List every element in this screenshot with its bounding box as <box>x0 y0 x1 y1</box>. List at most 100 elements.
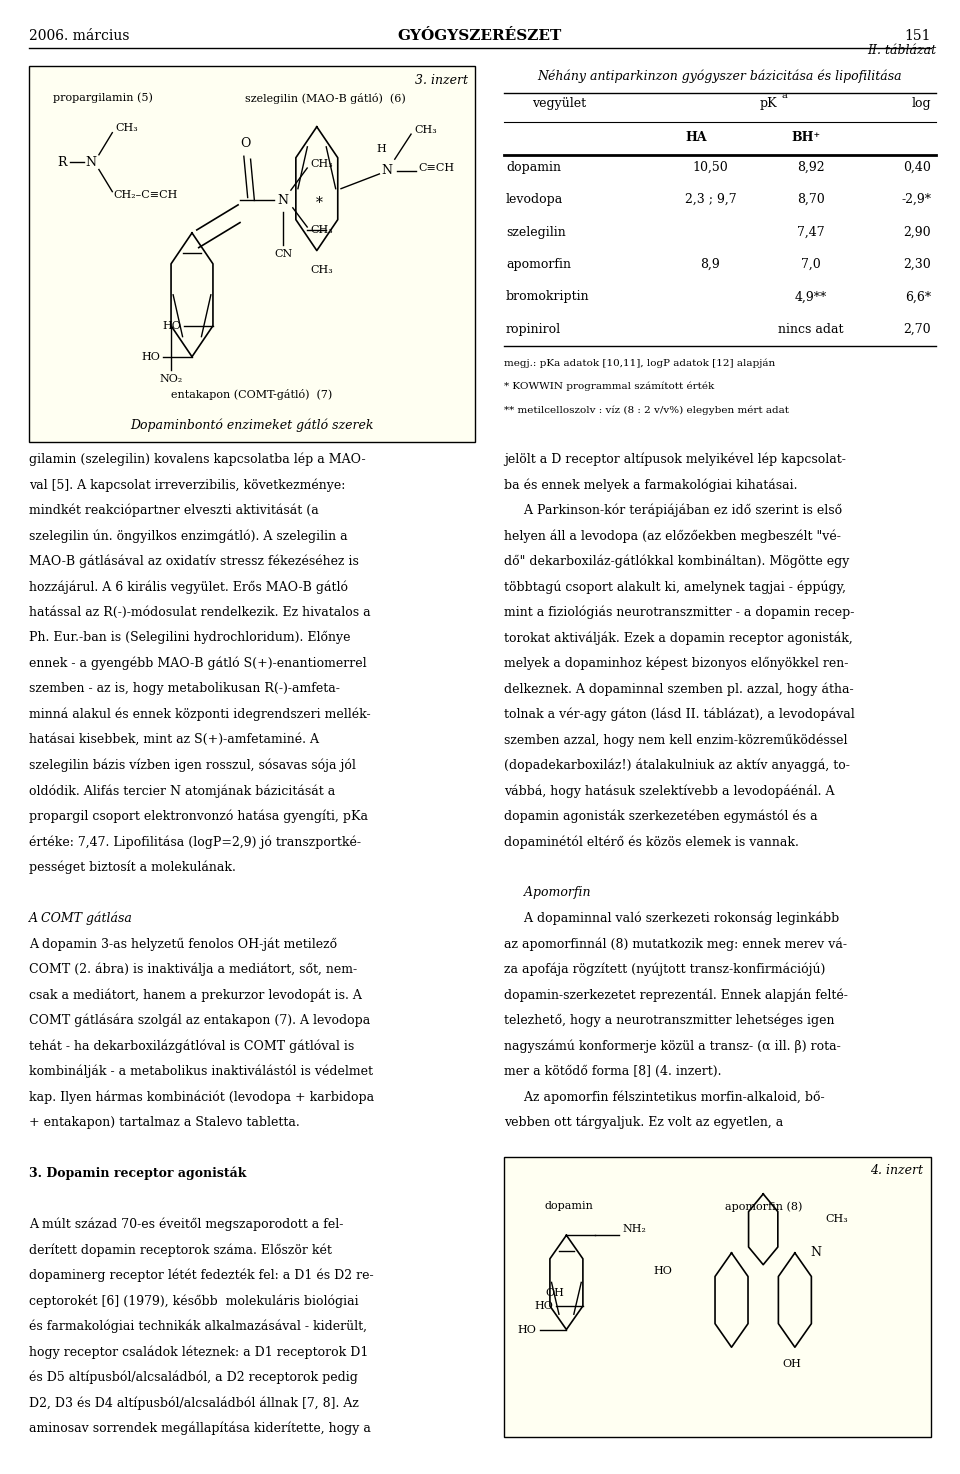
Text: NH₂: NH₂ <box>622 1225 646 1234</box>
Text: szemben - az is, hogy metabolikusan R(-)-amfeta-: szemben - az is, hogy metabolikusan R(-)… <box>29 682 340 696</box>
Text: 6,6*: 6,6* <box>905 290 931 304</box>
Text: 7,47: 7,47 <box>798 226 825 239</box>
Text: C≡CH: C≡CH <box>419 164 455 172</box>
Text: telezhető, hogy a neurotranszmitter lehetséges igen: telezhető, hogy a neurotranszmitter lehe… <box>504 1014 834 1027</box>
Text: 8,70: 8,70 <box>798 193 825 206</box>
Text: Dopaminbontó enzimeket gátló szerek: Dopaminbontó enzimeket gátló szerek <box>131 419 373 432</box>
Text: levodopa: levodopa <box>506 193 564 206</box>
Text: ceptorokét [6] (1979), később  molekuláris biológiai: ceptorokét [6] (1979), később molekulári… <box>29 1294 358 1307</box>
Text: mint a fiziológiás neurotranszmitter - a dopamin recep-: mint a fiziológiás neurotranszmitter - a… <box>504 606 854 619</box>
Text: ** metilcelloszolv : víz (8 : 2 v/v%) elegyben mért adat: ** metilcelloszolv : víz (8 : 2 v/v%) el… <box>504 405 789 414</box>
Text: megj.: pKa adatok [10,11], logP adatok [12] alapján: megj.: pKa adatok [10,11], logP adatok [… <box>504 358 776 367</box>
Text: 2,30: 2,30 <box>903 258 931 271</box>
Text: HO: HO <box>653 1266 672 1275</box>
Text: BH⁺: BH⁺ <box>792 131 821 144</box>
Text: CH₃: CH₃ <box>310 226 333 234</box>
Text: dopaminétól eltérő és közös elemek is vannak.: dopaminétól eltérő és közös elemek is va… <box>504 834 799 849</box>
Text: A dopamin 3-as helyzetű fenolos OH-ját metilező: A dopamin 3-as helyzetű fenolos OH-ját m… <box>29 937 337 951</box>
Text: apomorfin: apomorfin <box>506 258 571 271</box>
Text: D2, D3 és D4 altípusból/alcsaládból állnak [7, 8]. Az: D2, D3 és D4 altípusból/alcsaládból álln… <box>29 1396 359 1409</box>
Text: OH: OH <box>545 1288 564 1299</box>
Text: Néhány antiparkinzon gyógyszer bázicitása és lipofilitása: Néhány antiparkinzon gyógyszer bázicitás… <box>538 69 902 83</box>
Text: nagyszámú konformerje közül a transz- (α ill. β) rota-: nagyszámú konformerje közül a transz- (α… <box>504 1039 841 1052</box>
Text: N: N <box>381 165 393 177</box>
Text: NO₂: NO₂ <box>159 374 182 385</box>
Text: dő" dekarboxiláz-gátlókkal kombináltan). Mögötte egy: dő" dekarboxiláz-gátlókkal kombináltan).… <box>504 554 850 567</box>
Text: -2,9*: -2,9* <box>901 193 931 206</box>
Text: II. táblázat: II. táblázat <box>867 44 936 57</box>
Text: vegyület: vegyület <box>532 97 586 111</box>
Text: OH: OH <box>782 1359 802 1369</box>
Text: és D5 altípusból/alcsaládból, a D2 receptorok pedig: és D5 altípusból/alcsaládból, a D2 recep… <box>29 1371 358 1384</box>
Text: kap. Ilyen hármas kombinációt (levodopa + karbidopa: kap. Ilyen hármas kombinációt (levodopa … <box>29 1091 374 1104</box>
Text: 7,0: 7,0 <box>802 258 821 271</box>
Text: MAO-B gátlásával az oxidatív stressz fékezéséhez is: MAO-B gátlásával az oxidatív stressz fék… <box>29 554 359 567</box>
Text: csak a mediátort, hanem a prekurzor levodopát is. A: csak a mediátort, hanem a prekurzor levo… <box>29 988 362 1001</box>
Text: 4. inzert: 4. inzert <box>871 1164 924 1178</box>
Text: ba és ennek melyek a farmakológiai kihatásai.: ba és ennek melyek a farmakológiai kihat… <box>504 478 798 491</box>
Text: 2,3 ; 9,7: 2,3 ; 9,7 <box>684 193 736 206</box>
Text: bromokriptin: bromokriptin <box>506 290 589 304</box>
Text: COMT (2. ábra) is inaktiválja a mediátort, sőt, nem-: COMT (2. ábra) is inaktiválja a mediátor… <box>29 963 357 976</box>
Text: ennek - a gyengébb MAO-B gátló S(+)-enantiomerrel: ennek - a gyengébb MAO-B gátló S(+)-enan… <box>29 656 367 671</box>
Text: 4,9**: 4,9** <box>795 290 828 304</box>
Text: hatással az R(-)-módosulat rendelkezik. Ez hivatalos a: hatással az R(-)-módosulat rendelkezik. … <box>29 606 371 619</box>
Text: A dopaminnal való szerkezeti rokonság leginkább: A dopaminnal való szerkezeti rokonság le… <box>504 911 839 926</box>
Text: értéke: 7,47. Lipofilitása (logP=2,9) jó transzportké-: értéke: 7,47. Lipofilitása (logP=2,9) jó… <box>29 834 361 849</box>
Text: HA: HA <box>685 131 707 144</box>
Text: mindkét reakciópartner elveszti aktivitását (a: mindkét reakciópartner elveszti aktivitá… <box>29 504 319 517</box>
Text: pességet biztosít a molekulának.: pességet biztosít a molekulának. <box>29 861 235 874</box>
Text: 8,92: 8,92 <box>798 161 825 174</box>
Text: mer a kötődő forma [8] (4. inzert).: mer a kötődő forma [8] (4. inzert). <box>504 1064 722 1077</box>
Text: 0,40: 0,40 <box>903 161 931 174</box>
Text: CH₃: CH₃ <box>310 159 333 168</box>
Text: 2,90: 2,90 <box>903 226 931 239</box>
Text: jelölt a D receptor altípusok melyikével lép kapcsolat-: jelölt a D receptor altípusok melyikével… <box>504 453 846 466</box>
Text: dopamin: dopamin <box>545 1201 593 1212</box>
Text: 8,9: 8,9 <box>701 258 720 271</box>
Text: za apofája rögzített (nyújtott transz-konfirmációjú): za apofája rögzített (nyújtott transz-ko… <box>504 963 826 976</box>
Text: CH₃: CH₃ <box>115 124 138 133</box>
Text: Apomorfin: Apomorfin <box>504 886 590 899</box>
Text: hogy receptor családok léteznek: a D1 receptorok D1: hogy receptor családok léteznek: a D1 re… <box>29 1344 369 1359</box>
Text: COMT gátlására szolgál az entakapon (7). A levodopa: COMT gátlására szolgál az entakapon (7).… <box>29 1014 370 1027</box>
Text: log: log <box>912 97 931 111</box>
Text: 151: 151 <box>904 29 931 44</box>
Text: többtagú csoport alakult ki, amelynek tagjai - éppúgy,: többtagú csoport alakult ki, amelynek ta… <box>504 581 846 594</box>
Text: A COMT gátlása: A COMT gátlása <box>29 911 132 926</box>
Text: és farmakológiai technikák alkalmazásával - kiderült,: és farmakológiai technikák alkalmazásáva… <box>29 1319 367 1332</box>
Text: dopaminerg receptor létét fedezték fel: a D1 és D2 re-: dopaminerg receptor létét fedezték fel: … <box>29 1269 373 1282</box>
Text: az apomorfinnál (8) mutatkozik meg: ennek merev vá-: az apomorfinnál (8) mutatkozik meg: enne… <box>504 937 847 951</box>
Text: oldódik. Alifás tercier N atomjának bázicitását a: oldódik. Alifás tercier N atomjának bázi… <box>29 784 335 797</box>
Text: HO: HO <box>162 321 181 330</box>
Text: tolnak a vér-agy gáton (lásd II. táblázat), a levodopával: tolnak a vér-agy gáton (lásd II. tábláza… <box>504 708 854 721</box>
Text: 10,50: 10,50 <box>692 161 729 174</box>
Text: CH₃: CH₃ <box>414 125 437 134</box>
Text: vebben ott tárgyaljuk. Ez volt az egyetlen, a: vebben ott tárgyaljuk. Ez volt az egyetl… <box>504 1116 783 1129</box>
Text: tehát - ha dekarboxilázgátlóval is COMT gátlóval is: tehát - ha dekarboxilázgátlóval is COMT … <box>29 1039 354 1052</box>
FancyBboxPatch shape <box>504 1157 931 1437</box>
Text: N: N <box>85 156 97 168</box>
Text: CH₂–C≡CH: CH₂–C≡CH <box>113 190 178 199</box>
Text: nincs adat: nincs adat <box>779 323 844 336</box>
Text: Az apomorfin félszintetikus morfin-alkaloid, bő-: Az apomorfin félszintetikus morfin-alkal… <box>504 1091 825 1104</box>
Text: val [5]. A kapcsolat irreverzibilis, következménye:: val [5]. A kapcsolat irreverzibilis, köv… <box>29 478 346 491</box>
Text: szelegilin: szelegilin <box>506 226 565 239</box>
Text: N: N <box>810 1247 822 1259</box>
FancyBboxPatch shape <box>29 66 475 442</box>
Text: 2006. március: 2006. március <box>29 29 130 44</box>
Text: dopamin: dopamin <box>506 161 561 174</box>
Text: minná alakul és ennek központi idegrendszeri mellék-: minná alakul és ennek központi idegrends… <box>29 708 371 721</box>
Text: GYÓGYSZERÉSZET: GYÓGYSZERÉSZET <box>397 29 563 44</box>
Text: (dopadekarboxiláz!) átalakulniuk az aktív anyaggá, to-: (dopadekarboxiláz!) átalakulniuk az aktí… <box>504 759 850 772</box>
Text: CH₃: CH₃ <box>310 265 333 276</box>
Text: helyen áll a levodopa (az előzőekben megbeszélt "vé-: helyen áll a levodopa (az előzőekben meg… <box>504 529 841 542</box>
Text: vábbá, hogy hatásuk szelektívebb a levodopáénál. A: vábbá, hogy hatásuk szelektívebb a levod… <box>504 784 834 797</box>
Text: propargil csoport elektronvonzó hatása gyengíti, pKa: propargil csoport elektronvonzó hatása g… <box>29 809 368 822</box>
Text: CN: CN <box>274 249 293 259</box>
Text: 3. Dopamin receptor agonisták: 3. Dopamin receptor agonisták <box>29 1166 246 1181</box>
Text: derített dopamin receptorok száma. Először két: derített dopamin receptorok száma. Elősz… <box>29 1243 331 1256</box>
Text: delkeznek. A dopaminnal szemben pl. azzal, hogy átha-: delkeznek. A dopaminnal szemben pl. azza… <box>504 682 853 696</box>
Text: N: N <box>277 195 289 206</box>
Text: hatásai kisebbek, mint az S(+)-amfetaminé. A: hatásai kisebbek, mint az S(+)-amfetamin… <box>29 733 319 746</box>
